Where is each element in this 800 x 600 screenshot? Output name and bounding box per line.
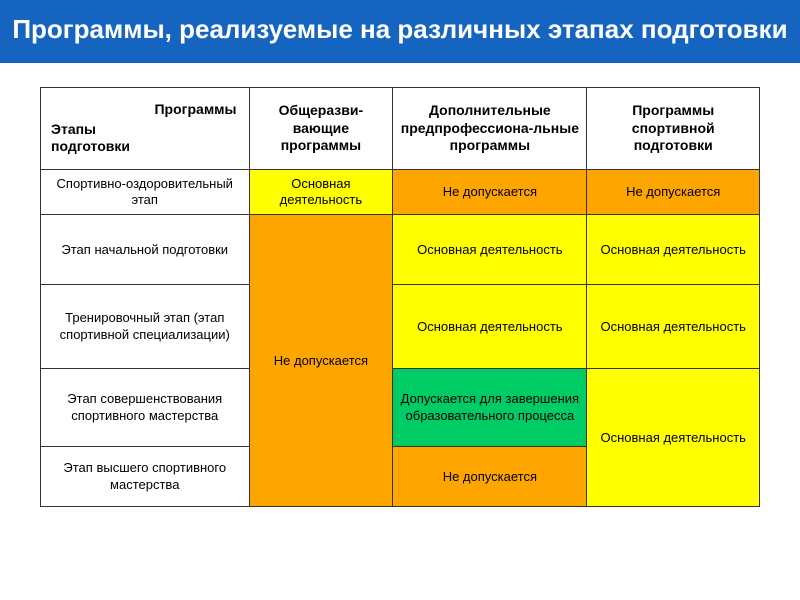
col-header-2: Дополнительные предпрофессиона-льные про… xyxy=(393,88,587,170)
row-label-1: Этап начальной подготовки xyxy=(41,215,250,285)
cell-r0c0: Основная деятельность xyxy=(249,169,393,215)
cell-merged-col2-r3to4: Основная деятельность xyxy=(587,369,760,507)
cell-r1c1: Основная деятельность xyxy=(393,215,587,285)
corner-top: Программы xyxy=(49,101,241,121)
row-label-4: Этап высшего спортивного мастерства xyxy=(41,447,250,507)
cell-r1c2: Основная деятельность xyxy=(587,215,760,285)
table-row: Тренировочный этап (этап спортивной спец… xyxy=(41,285,760,369)
table-row: Этап совершенствования спортивного масте… xyxy=(41,369,760,447)
col-header-1: Общеразви-вающие программы xyxy=(249,88,393,170)
cell-merged-col0-r1to4: Не допускается xyxy=(249,215,393,507)
page-title: Программы, реализуемые на различных этап… xyxy=(0,0,800,63)
corner-bottom-1: Этапы xyxy=(49,121,241,139)
table-row: Этап начальной подготовки Не допускается… xyxy=(41,215,760,285)
table-header-row: Программы Этапы подготовки Общеразви-ваю… xyxy=(41,88,760,170)
cell-r4c1: Не допускается xyxy=(393,447,587,507)
col-header-3: Программы спортивной подготовки xyxy=(587,88,760,170)
cell-r0c1: Не допускается xyxy=(393,169,587,215)
programs-table: Программы Этапы подготовки Общеразви-ваю… xyxy=(40,87,760,507)
cell-r0c2: Не допускается xyxy=(587,169,760,215)
row-label-3: Этап совершенствования спортивного масте… xyxy=(41,369,250,447)
cell-r3c1: Допускается для завершения образовательн… xyxy=(393,369,587,447)
row-label-2: Тренировочный этап (этап спортивной спец… xyxy=(41,285,250,369)
corner-bottom-2: подготовки xyxy=(49,138,241,156)
corner-header: Программы Этапы подготовки xyxy=(41,88,250,170)
table-row: Спортивно-оздоровительный этап Основная … xyxy=(41,169,760,215)
table-container: Программы Этапы подготовки Общеразви-ваю… xyxy=(0,63,800,507)
cell-r2c2: Основная деятельность xyxy=(587,285,760,369)
row-label-0: Спортивно-оздоровительный этап xyxy=(41,169,250,215)
cell-r2c1: Основная деятельность xyxy=(393,285,587,369)
